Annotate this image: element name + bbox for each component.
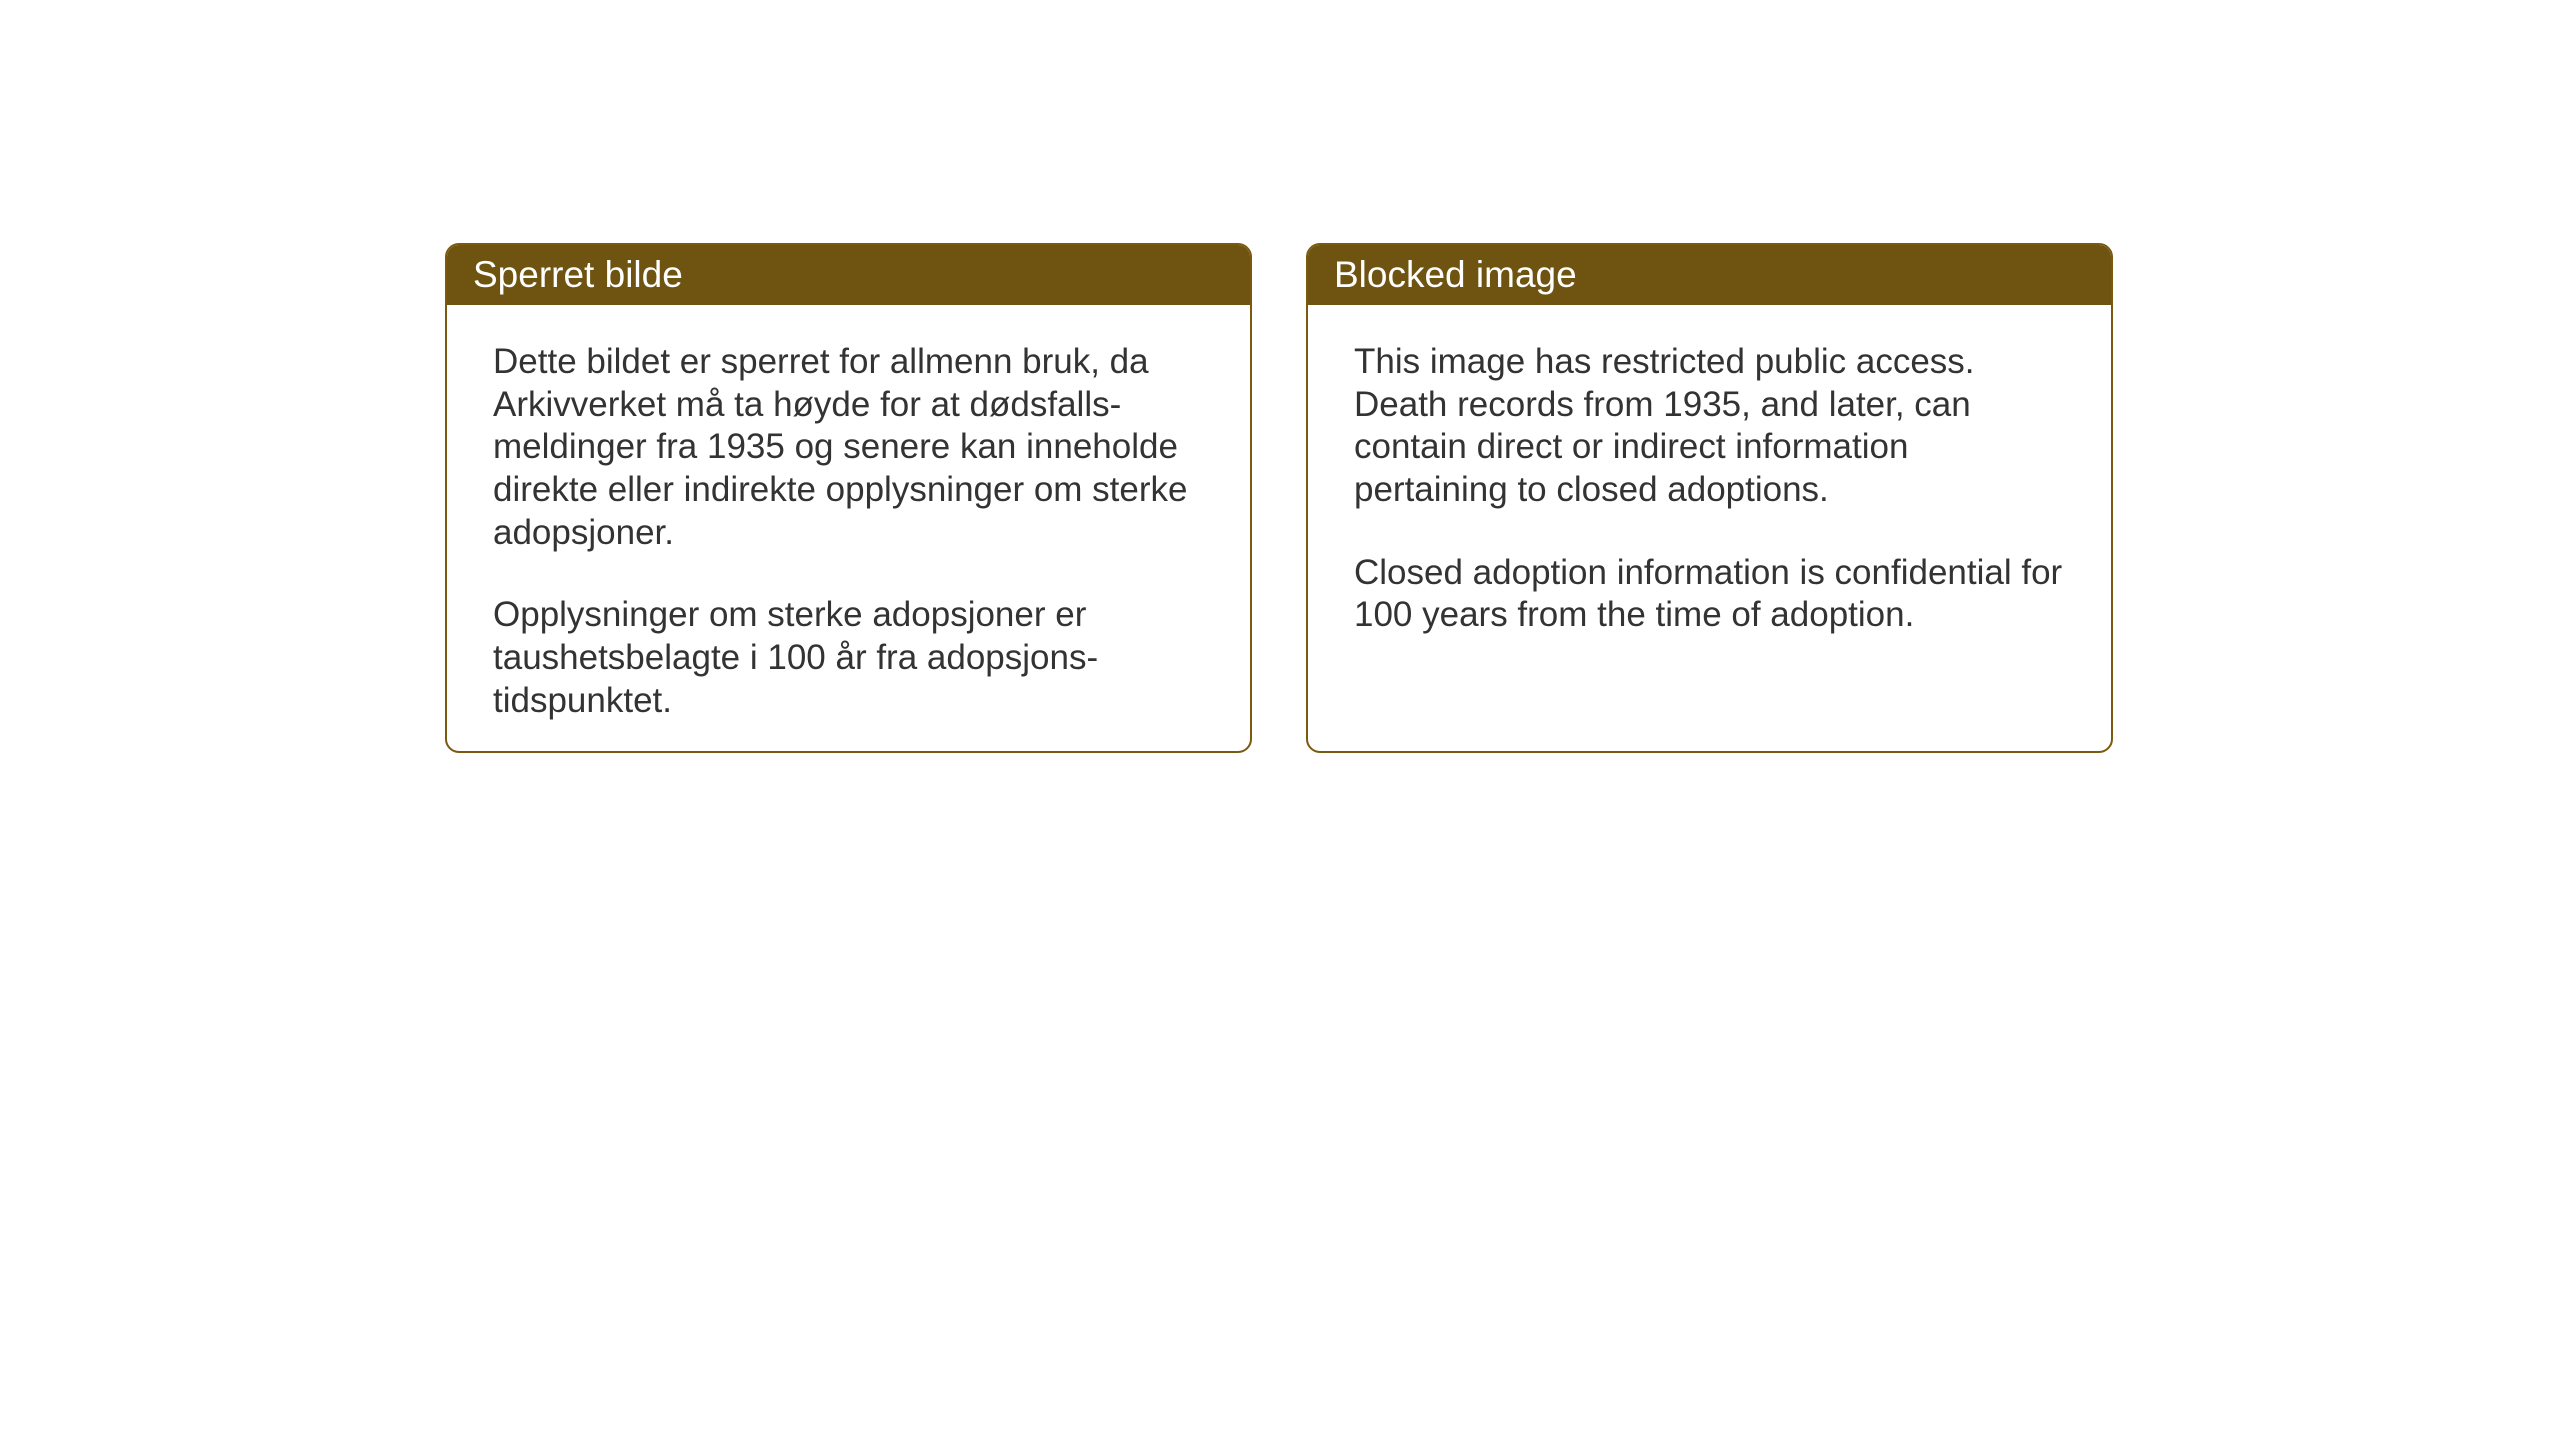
card-paragraph-norwegian-1: Dette bildet er sperret for allmenn bruk… bbox=[493, 341, 1204, 554]
notice-card-norwegian: Sperret bilde Dette bildet er sperret fo… bbox=[445, 243, 1252, 753]
card-paragraph-english-2: Closed adoption information is confident… bbox=[1354, 552, 2065, 637]
card-title-norwegian: Sperret bilde bbox=[473, 254, 683, 296]
card-paragraph-norwegian-2: Opplysninger om sterke adopsjoner er tau… bbox=[493, 594, 1204, 722]
card-body-english: This image has restricted public access.… bbox=[1308, 305, 2111, 673]
notice-card-english: Blocked image This image has restricted … bbox=[1306, 243, 2113, 753]
card-header-english: Blocked image bbox=[1308, 245, 2111, 305]
card-paragraph-english-1: This image has restricted public access.… bbox=[1354, 341, 2065, 512]
card-title-english: Blocked image bbox=[1334, 254, 1577, 296]
card-header-norwegian: Sperret bilde bbox=[447, 245, 1250, 305]
notice-container: Sperret bilde Dette bildet er sperret fo… bbox=[445, 243, 2113, 753]
card-body-norwegian: Dette bildet er sperret for allmenn bruk… bbox=[447, 305, 1250, 753]
